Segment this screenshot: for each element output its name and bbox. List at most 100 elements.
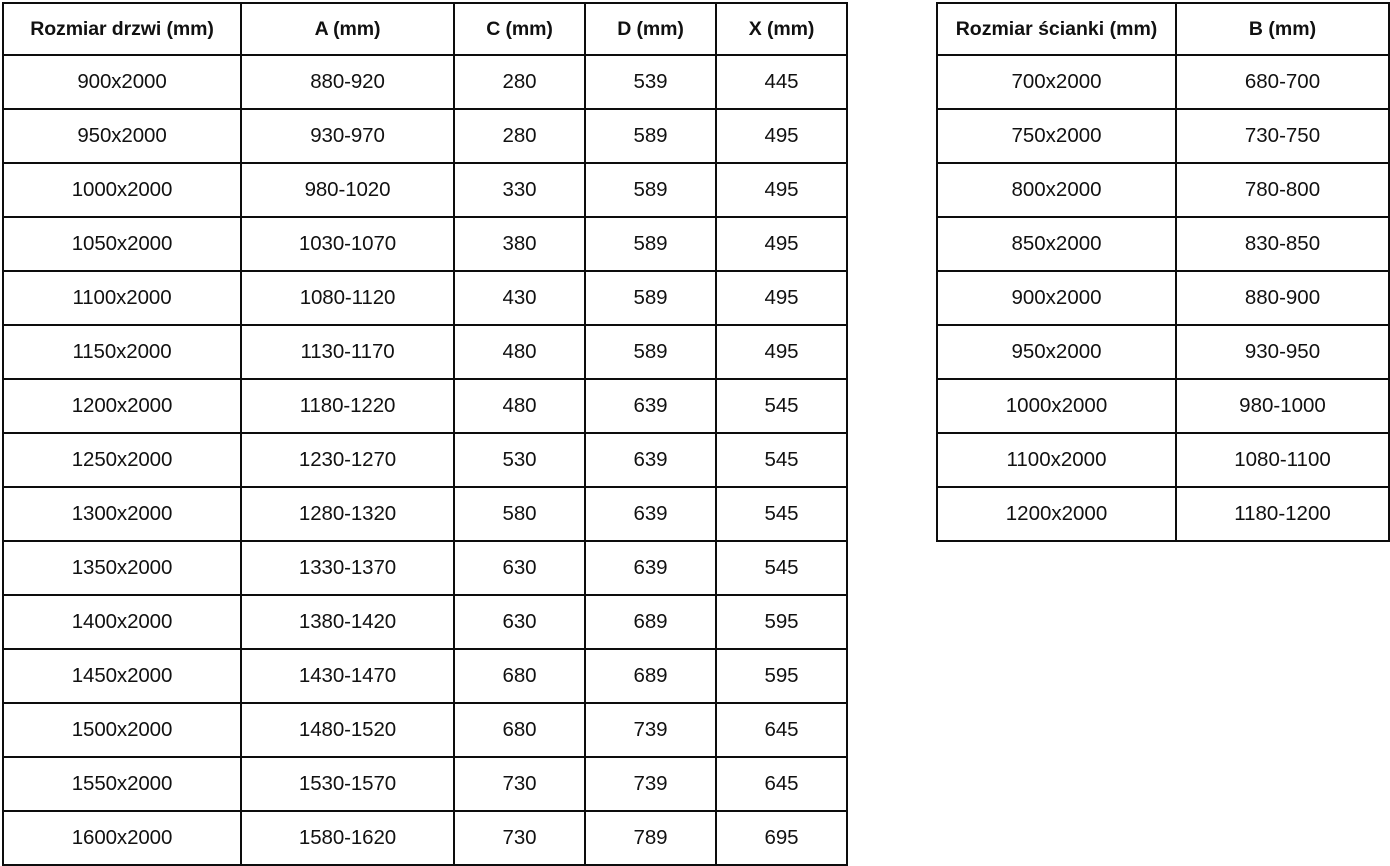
door-cell-a: 1030-1070	[240, 216, 455, 272]
wall-cell-b: 1180-1200	[1175, 486, 1390, 542]
wall-table-row: 1200x2000 1180-1200	[936, 486, 1390, 542]
door-cell-d: 589	[584, 108, 717, 164]
wall-table-row: 900x2000 880-900	[936, 270, 1390, 326]
wall-table-body: 700x2000 680-700 750x2000 730-750 800x2000 78…	[936, 54, 1390, 542]
wall-cell-size: 900x2000	[936, 270, 1177, 326]
door-cell-x: 595	[715, 594, 848, 650]
wall-cell-b: 980-1000	[1175, 378, 1390, 434]
door-cell-a: 1330-1370	[240, 540, 455, 596]
wall-cell-b: 680-700	[1175, 54, 1390, 110]
door-table-row: 1300x2000 1280-1320 580 639 545	[2, 486, 848, 542]
wall-cell-size: 850x2000	[936, 216, 1177, 272]
door-cell-d: 589	[584, 324, 717, 380]
door-cell-x: 545	[715, 540, 848, 596]
wall-cell-size: 800x2000	[936, 162, 1177, 218]
door-cell-a: 1180-1220	[240, 378, 455, 434]
door-cell-x: 645	[715, 756, 848, 812]
door-cell-x: 495	[715, 270, 848, 326]
door-cell-c: 480	[453, 378, 586, 434]
door-col-header-x: X (mm)	[715, 2, 848, 56]
door-cell-size: 1000x2000	[2, 162, 242, 218]
door-cell-a: 1430-1470	[240, 648, 455, 704]
door-cell-size: 1150x2000	[2, 324, 242, 380]
door-cell-c: 380	[453, 216, 586, 272]
door-cell-d: 739	[584, 756, 717, 812]
door-table-row: 1150x2000 1130-1170 480 589 495	[2, 324, 848, 380]
door-table-row: 1550x2000 1530-1570 730 739 645	[2, 756, 848, 812]
wall-cell-b: 780-800	[1175, 162, 1390, 218]
door-cell-size: 1100x2000	[2, 270, 242, 326]
door-col-header-d: D (mm)	[584, 2, 717, 56]
door-cell-d: 639	[584, 540, 717, 596]
door-cell-d: 639	[584, 432, 717, 488]
door-cell-d: 639	[584, 486, 717, 542]
door-cell-x: 545	[715, 378, 848, 434]
door-cell-size: 1450x2000	[2, 648, 242, 704]
door-table-body: 900x2000 880-920 280 539 445 950x2000 930-970 2…	[2, 54, 848, 866]
door-cell-d: 589	[584, 162, 717, 218]
door-cell-a: 980-1020	[240, 162, 455, 218]
door-cell-c: 480	[453, 324, 586, 380]
door-col-header-size: Rozmiar drzwi (mm)	[2, 2, 242, 56]
wall-cell-size: 1000x2000	[936, 378, 1177, 434]
door-cell-a: 1480-1520	[240, 702, 455, 758]
door-cell-x: 545	[715, 486, 848, 542]
door-cell-x: 495	[715, 324, 848, 380]
door-table-head: Rozmiar drzwi (mm) A (mm) C (mm) D (mm) …	[2, 2, 848, 56]
door-table-header-row: Rozmiar drzwi (mm) A (mm) C (mm) D (mm) …	[2, 2, 848, 56]
door-cell-c: 730	[453, 756, 586, 812]
door-col-header-c: C (mm)	[453, 2, 586, 56]
wall-cell-size: 1100x2000	[936, 432, 1177, 488]
door-table-row: 1100x2000 1080-1120 430 589 495	[2, 270, 848, 326]
wall-col-header-size: Rozmiar ścianki (mm)	[936, 2, 1177, 56]
door-table-row: 900x2000 880-920 280 539 445	[2, 54, 848, 110]
door-table-row: 1350x2000 1330-1370 630 639 545	[2, 540, 848, 596]
door-cell-x: 645	[715, 702, 848, 758]
wall-cell-size: 750x2000	[936, 108, 1177, 164]
door-table-row: 1200x2000 1180-1220 480 639 545	[2, 378, 848, 434]
door-cell-a: 930-970	[240, 108, 455, 164]
wall-table-header-row: Rozmiar ścianki (mm) B (mm)	[936, 2, 1390, 56]
door-table-row: 1450x2000 1430-1470 680 689 595	[2, 648, 848, 704]
door-cell-size: 1400x2000	[2, 594, 242, 650]
wall-table-row: 1100x2000 1080-1100	[936, 432, 1390, 488]
door-cell-a: 1580-1620	[240, 810, 455, 866]
door-cell-x: 545	[715, 432, 848, 488]
door-cell-size: 950x2000	[2, 108, 242, 164]
door-cell-a: 1280-1320	[240, 486, 455, 542]
door-cell-c: 330	[453, 162, 586, 218]
door-col-header-a: A (mm)	[240, 2, 455, 56]
wall-table-row: 950x2000 930-950	[936, 324, 1390, 380]
door-cell-size: 1300x2000	[2, 486, 242, 542]
door-table-row: 1250x2000 1230-1270 530 639 545	[2, 432, 848, 488]
door-table-row: 1500x2000 1480-1520 680 739 645	[2, 702, 848, 758]
door-table-row: 1000x2000 980-1020 330 589 495	[2, 162, 848, 218]
door-cell-x: 495	[715, 162, 848, 218]
wall-table-row: 800x2000 780-800	[936, 162, 1390, 218]
door-cell-size: 900x2000	[2, 54, 242, 110]
wall-table-head: Rozmiar ścianki (mm) B (mm)	[936, 2, 1390, 56]
door-cell-size: 1500x2000	[2, 702, 242, 758]
wall-table-row: 850x2000 830-850	[936, 216, 1390, 272]
door-size-table: Rozmiar drzwi (mm) A (mm) C (mm) D (mm) …	[2, 2, 848, 866]
door-cell-a: 1080-1120	[240, 270, 455, 326]
door-cell-d: 689	[584, 648, 717, 704]
door-cell-size: 1050x2000	[2, 216, 242, 272]
wall-table-row: 750x2000 730-750	[936, 108, 1390, 164]
door-cell-c: 680	[453, 648, 586, 704]
door-cell-d: 689	[584, 594, 717, 650]
door-table-row: 1600x2000 1580-1620 730 789 695	[2, 810, 848, 866]
door-cell-a: 1130-1170	[240, 324, 455, 380]
door-cell-d: 739	[584, 702, 717, 758]
door-cell-c: 280	[453, 54, 586, 110]
wall-table-row: 700x2000 680-700	[936, 54, 1390, 110]
wall-cell-b: 880-900	[1175, 270, 1390, 326]
door-cell-a: 1230-1270	[240, 432, 455, 488]
door-cell-x: 495	[715, 216, 848, 272]
door-cell-d: 639	[584, 378, 717, 434]
wall-cell-size: 950x2000	[936, 324, 1177, 380]
door-cell-size: 1350x2000	[2, 540, 242, 596]
wall-cell-b: 930-950	[1175, 324, 1390, 380]
door-cell-d: 589	[584, 216, 717, 272]
